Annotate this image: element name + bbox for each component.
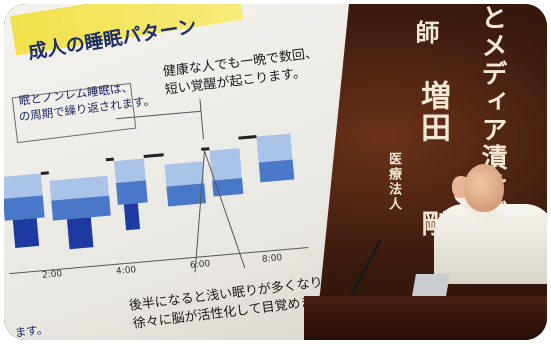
tick-label-1: 2:00 bbox=[41, 269, 63, 281]
banner-text-4: 医療法人 bbox=[386, 152, 401, 212]
banner-text-5: 師 bbox=[411, 20, 439, 46]
time-axis-line bbox=[9, 246, 309, 275]
podium bbox=[304, 296, 547, 340]
projected-slide: 成人の睡眠パターン 眠とノンレム睡眠は、 の周期で繰り返されます。 健康な人でも… bbox=[4, 4, 349, 340]
tick-label-2: 4:00 bbox=[115, 265, 137, 277]
block-light-3 bbox=[114, 158, 146, 183]
block-mid-6 bbox=[258, 159, 295, 183]
block-light-5 bbox=[209, 148, 242, 181]
block-light-1 bbox=[4, 173, 43, 199]
block-mid-5 bbox=[212, 177, 244, 197]
block-mid-3 bbox=[115, 180, 148, 205]
block-mid-4 bbox=[166, 183, 207, 207]
block-mid-1 bbox=[4, 195, 45, 221]
callout-lines bbox=[116, 99, 246, 273]
banner-text-2: 増田 bbox=[415, 80, 450, 144]
block-dark-1 bbox=[12, 218, 40, 249]
sleep-pattern-diagram bbox=[4, 99, 309, 275]
block-light-6 bbox=[256, 133, 293, 163]
tick-label-4: 8:00 bbox=[261, 253, 283, 265]
photo: 成人の睡眠パターン 眠とノンレム睡眠は、 の周期で繰り返されます。 健康な人でも… bbox=[4, 4, 547, 340]
block-dark-2 bbox=[66, 217, 94, 250]
block-dark-3 bbox=[123, 203, 141, 231]
footer-left: ます。 bbox=[14, 321, 49, 340]
tick-label-3: 6:00 bbox=[189, 259, 211, 271]
block-light-2 bbox=[49, 175, 110, 201]
block-mid-2 bbox=[51, 195, 111, 221]
laptop bbox=[412, 274, 450, 296]
speaker-head bbox=[464, 164, 504, 212]
rem-bars bbox=[40, 135, 257, 175]
block-light-4 bbox=[164, 161, 205, 187]
hypnogram-blocks bbox=[4, 133, 295, 250]
